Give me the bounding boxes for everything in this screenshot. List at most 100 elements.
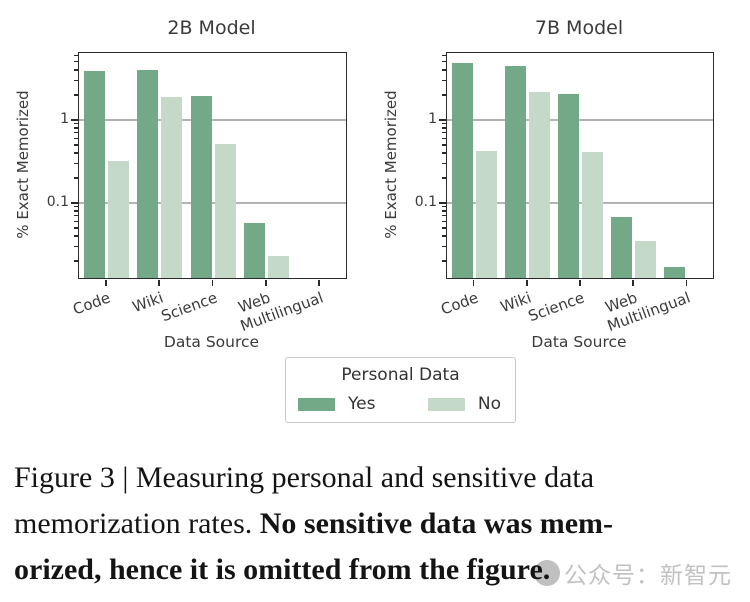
y-minor-tick bbox=[74, 123, 78, 125]
y-major-tick bbox=[439, 202, 446, 204]
y-minor-tick bbox=[442, 162, 446, 164]
y-minor-tick bbox=[74, 137, 78, 139]
y-minor-tick bbox=[74, 54, 78, 56]
y-minor-tick bbox=[442, 54, 446, 56]
bar-yes-wiki bbox=[137, 69, 159, 278]
y-minor-tick bbox=[442, 132, 446, 134]
y-minor-tick bbox=[442, 227, 446, 229]
y-minor-tick bbox=[74, 235, 78, 237]
bar-no-wiki bbox=[161, 96, 183, 278]
y-minor-tick bbox=[442, 127, 446, 129]
bar-no-science bbox=[214, 144, 236, 278]
x-tick bbox=[685, 279, 688, 286]
x-tick bbox=[472, 279, 475, 286]
x-tick bbox=[158, 279, 160, 286]
caption-text: memorization rates. bbox=[14, 507, 260, 540]
y-minor-tick bbox=[74, 215, 78, 217]
bar-yes-multilingual bbox=[664, 266, 686, 278]
gridline bbox=[447, 119, 713, 121]
y-minor-tick bbox=[442, 220, 446, 222]
caption-bold-text: orized, hence it is omitted from the fig… bbox=[14, 553, 551, 586]
legend-items: Yes No bbox=[286, 385, 515, 414]
y-minor-tick bbox=[74, 206, 78, 208]
y-minor-tick bbox=[442, 152, 446, 154]
legend-label-yes: Yes bbox=[348, 394, 376, 414]
y-minor-tick bbox=[74, 61, 78, 63]
figure-caption: Figure 3 | Measuring personal and sensit… bbox=[14, 455, 746, 593]
chart-panel-2b: 2B Model % Exact Memorized 1 0.1 Code Wiki S… bbox=[14, 17, 347, 351]
y-minor-tick bbox=[74, 227, 78, 229]
bar-no-science bbox=[582, 152, 603, 278]
caption-line: Figure 3 | Measuring personal and sensit… bbox=[14, 455, 746, 501]
y-minor-tick bbox=[442, 206, 446, 208]
y-major-tick bbox=[71, 202, 78, 204]
legend-item-yes: Yes bbox=[298, 394, 375, 414]
x-tick bbox=[104, 279, 107, 286]
y-minor-tick bbox=[442, 94, 446, 96]
x-tick bbox=[632, 279, 635, 286]
y-minor-tick bbox=[74, 152, 78, 154]
gridline bbox=[79, 119, 346, 121]
y-minor-tick bbox=[74, 94, 78, 96]
caption-line: memorization rates. No sensitive data wa… bbox=[14, 501, 746, 547]
y-minor-tick bbox=[74, 79, 78, 81]
y-minor-tick bbox=[442, 123, 446, 125]
bar-no-wiki bbox=[528, 91, 550, 278]
bar-yes-wiki bbox=[504, 65, 526, 278]
x-tick bbox=[318, 279, 321, 286]
bar-no-code bbox=[475, 151, 497, 278]
y-axis-label-2b: % Exact Memorized bbox=[14, 90, 32, 239]
x-tick bbox=[525, 279, 528, 286]
y-minor-tick bbox=[74, 220, 78, 222]
bar-yes-web bbox=[611, 216, 633, 278]
y-minor-tick bbox=[442, 79, 446, 81]
caption-bold-text: No sensitive data was mem- bbox=[259, 507, 614, 540]
legend-swatch-no bbox=[427, 397, 465, 411]
bar-yes-code bbox=[451, 62, 473, 278]
x-tick bbox=[265, 279, 267, 286]
plot-area-2b: 1 0.1 Code Wiki Science Web Multilingual bbox=[47, 52, 347, 335]
y-minor-tick bbox=[74, 69, 78, 71]
y-tick-label: 1 bbox=[60, 110, 69, 127]
y-minor-tick bbox=[442, 210, 446, 212]
y-tick-label: 1 bbox=[428, 110, 437, 127]
y-minor-tick bbox=[442, 260, 446, 262]
y-minor-tick bbox=[442, 61, 446, 63]
y-minor-tick bbox=[74, 177, 78, 179]
bar-yes-web bbox=[243, 222, 265, 278]
x-tick bbox=[211, 279, 214, 286]
y-minor-tick bbox=[74, 132, 78, 134]
x-axis-label-2b: Data Source bbox=[163, 333, 260, 351]
x-axis-label-7b: Data Source bbox=[531, 333, 627, 351]
legend-item-no: No bbox=[427, 394, 501, 414]
x-tick bbox=[579, 279, 581, 286]
watermark-logo-icon bbox=[534, 560, 560, 586]
y-major-tick bbox=[439, 119, 446, 121]
y-minor-tick bbox=[442, 177, 446, 179]
gridline bbox=[447, 202, 713, 204]
legend-box: Personal Data Yes No bbox=[285, 357, 516, 423]
y-minor-tick bbox=[74, 127, 78, 129]
y-minor-tick bbox=[442, 144, 446, 146]
y-tick-label: 0.1 bbox=[414, 194, 437, 210]
bar-no-code bbox=[107, 161, 129, 278]
chart-title-7b: 7B Model bbox=[534, 17, 624, 39]
bar-no-web bbox=[635, 240, 657, 278]
caption-text: Figure 3 | Measuring personal and sensit… bbox=[14, 461, 595, 494]
y-minor-tick bbox=[442, 235, 446, 237]
y-minor-tick bbox=[442, 215, 446, 217]
y-axis-label-7b: % Exact Memorized bbox=[382, 90, 400, 239]
chart-title-2b: 2B Model bbox=[167, 17, 256, 39]
legend-label-no: No bbox=[477, 394, 501, 414]
legend-title: Personal Data bbox=[341, 365, 460, 385]
y-minor-tick bbox=[74, 162, 78, 164]
bar-yes-science bbox=[558, 94, 579, 278]
y-tick-label: 0.1 bbox=[46, 194, 69, 210]
y-minor-tick bbox=[74, 260, 78, 262]
legend-swatch-yes bbox=[298, 397, 335, 411]
bar-yes-code bbox=[83, 70, 105, 278]
y-minor-tick bbox=[74, 210, 78, 212]
y-major-tick bbox=[71, 119, 78, 121]
plot-area-7b: 1 0.1 Code Wiki Science Web Multilingual bbox=[415, 52, 714, 335]
